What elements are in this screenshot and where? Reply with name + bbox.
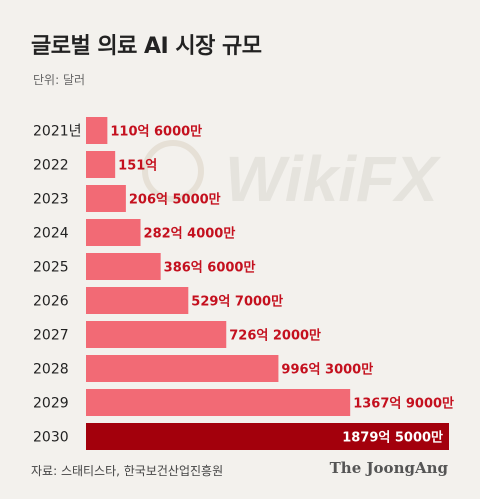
category-label: 2025	[33, 260, 69, 276]
category-label: 2026	[33, 294, 69, 310]
bar	[86, 253, 161, 280]
bar	[86, 321, 227, 348]
bar	[86, 117, 108, 144]
value-label: 1879억 5000만	[342, 430, 443, 446]
publisher-logo: The JoongAng	[329, 459, 448, 477]
bar	[86, 219, 141, 246]
bar-highlight	[86, 423, 449, 450]
bar	[86, 355, 279, 382]
bar	[86, 389, 351, 416]
category-label: 2027	[33, 328, 69, 344]
category-label: 2030	[33, 430, 69, 446]
category-label: 2022	[33, 158, 69, 174]
bar	[86, 151, 116, 178]
category-label: 2028	[33, 362, 69, 378]
category-label: 2024	[33, 226, 69, 242]
category-label: 2023	[33, 192, 69, 208]
value-label: 151억	[118, 159, 157, 174]
value-label: 206억 5000만	[129, 192, 221, 208]
value-label: 996억 3000만	[281, 362, 373, 378]
chart-title: 글로벌 의료 AI 시장 규모	[31, 34, 262, 59]
category-label: 2029	[33, 396, 69, 412]
value-label: 1367억 9000만	[353, 396, 454, 412]
value-label: 282억 4000만	[144, 226, 236, 242]
value-label: 529억 7000만	[191, 294, 283, 310]
watermark: WikiFX	[225, 143, 438, 215]
unit-label: 단위: 달러	[33, 73, 86, 87]
bar	[86, 185, 126, 212]
source-note: 자료: 스태티스타, 한국보건산업진흥원	[31, 464, 224, 478]
value-label: 386억 6000만	[164, 260, 256, 276]
bar	[86, 287, 189, 314]
value-label: 110억 6000만	[110, 124, 202, 140]
value-label: 726억 2000만	[229, 328, 321, 344]
watermark-logo-icon	[142, 140, 204, 202]
category-label: 2021년	[33, 124, 82, 140]
